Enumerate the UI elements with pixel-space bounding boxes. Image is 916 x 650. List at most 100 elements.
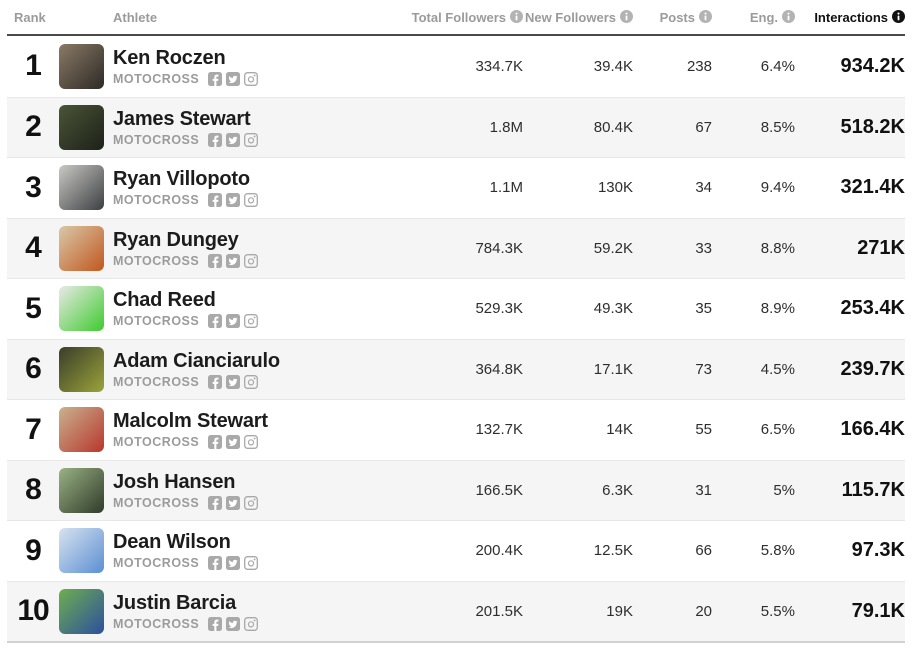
athlete-name[interactable]: Adam Cianciarulo	[113, 349, 280, 372]
athlete-subline: MOTOCROSS	[113, 495, 259, 510]
interactions-value: 166.4K	[840, 418, 906, 441]
athlete-cell: Ken Roczen MOTOCROSS	[59, 43, 403, 89]
facebook-icon[interactable]	[208, 71, 223, 86]
athlete-name[interactable]: Josh Hansen	[113, 470, 236, 493]
eng-value: 5.5%	[760, 602, 795, 620]
table-row[interactable]: 10 Justin Barcia MOTOCROSS 201.5K 19K 20…	[7, 580, 905, 641]
table-row[interactable]: 7 Malcolm Stewart MOTOCROSS 132.7K 14K 5…	[7, 399, 905, 460]
social-links	[208, 253, 259, 268]
instagram-icon[interactable]	[244, 132, 259, 147]
column-header-athlete[interactable]: Athlete	[59, 9, 403, 25]
total-followers-value: 529.3K	[475, 300, 523, 318]
facebook-icon[interactable]	[208, 435, 223, 450]
facebook-icon[interactable]	[208, 556, 223, 571]
twitter-icon[interactable]	[226, 193, 241, 208]
sport-label: MOTOCROSS	[113, 556, 200, 571]
twitter-icon[interactable]	[226, 556, 241, 571]
info-icon[interactable]	[892, 9, 905, 23]
eng-value: 6.5%	[760, 421, 795, 439]
instagram-icon[interactable]	[244, 193, 259, 208]
table-row[interactable]: 1 Ken Roczen MOTOCROSS 334.7K 39.4K 238 …	[7, 36, 905, 97]
info-icon[interactable]	[620, 9, 633, 23]
facebook-icon[interactable]	[208, 616, 223, 631]
instagram-icon[interactable]	[244, 253, 259, 268]
rank-value: 1	[25, 49, 42, 83]
sport-label: MOTOCROSS	[113, 495, 200, 510]
athlete-avatar[interactable]	[59, 104, 104, 150]
facebook-icon[interactable]	[208, 495, 223, 510]
info-icon[interactable]	[510, 9, 523, 23]
twitter-icon[interactable]	[226, 374, 241, 389]
athlete-name[interactable]: Malcolm Stewart	[113, 410, 268, 433]
interactions-value: 934.2K	[840, 54, 906, 77]
instagram-icon[interactable]	[244, 374, 259, 389]
athlete-avatar[interactable]	[59, 588, 104, 634]
column-header-eng[interactable]: Eng.	[712, 9, 795, 25]
twitter-icon[interactable]	[226, 435, 241, 450]
instagram-icon[interactable]	[244, 435, 259, 450]
athlete-name[interactable]: Chad Reed	[113, 289, 216, 312]
athlete-avatar[interactable]	[59, 286, 104, 332]
posts-value: 31	[695, 481, 712, 499]
total-followers-value: 166.5K	[475, 481, 523, 499]
twitter-icon[interactable]	[226, 495, 241, 510]
twitter-icon[interactable]	[226, 253, 241, 268]
facebook-icon[interactable]	[208, 314, 223, 329]
facebook-icon[interactable]	[208, 193, 223, 208]
athlete-cell: Ryan Villopoto MOTOCROSS	[59, 165, 403, 211]
athlete-name[interactable]: Justin Barcia	[113, 591, 237, 614]
athlete-info: Ken Roczen MOTOCROSS	[113, 46, 259, 86]
table-row[interactable]: 9 Dean Wilson MOTOCROSS 200.4K 12.5K 66 …	[7, 520, 905, 581]
column-header-posts[interactable]: Posts	[633, 9, 712, 25]
athlete-subline: MOTOCROSS	[113, 71, 259, 86]
athlete-avatar[interactable]	[59, 528, 104, 574]
table-row[interactable]: 6 Adam Cianciarulo MOTOCROSS 364.8K 17.1…	[7, 338, 905, 399]
column-header-rank[interactable]: Rank	[7, 9, 59, 25]
info-icon[interactable]	[782, 9, 795, 23]
athlete-avatar[interactable]	[59, 43, 104, 89]
athlete-cell: Dean Wilson MOTOCROSS	[59, 528, 403, 574]
rank-value: 5	[25, 291, 42, 325]
facebook-icon[interactable]	[208, 132, 223, 147]
athlete-name[interactable]: James Stewart	[113, 107, 251, 130]
athlete-avatar[interactable]	[59, 346, 104, 392]
facebook-icon[interactable]	[208, 253, 223, 268]
instagram-icon[interactable]	[244, 71, 259, 86]
instagram-icon[interactable]	[244, 616, 259, 631]
athlete-name[interactable]: Ryan Villopoto	[113, 168, 250, 191]
athlete-name[interactable]: Ken Roczen	[113, 46, 226, 69]
twitter-icon[interactable]	[226, 616, 241, 631]
posts-value: 238	[686, 57, 712, 75]
total-followers-value: 132.7K	[475, 421, 523, 439]
column-header-new-followers[interactable]: New Followers	[523, 9, 633, 25]
athlete-avatar[interactable]	[59, 225, 104, 271]
sport-label: MOTOCROSS	[113, 253, 200, 268]
rank-value: 6	[25, 352, 42, 386]
info-icon[interactable]	[699, 9, 712, 23]
twitter-icon[interactable]	[226, 132, 241, 147]
instagram-icon[interactable]	[244, 556, 259, 571]
facebook-icon[interactable]	[208, 374, 223, 389]
social-links	[208, 193, 259, 208]
table-row[interactable]: 5 Chad Reed MOTOCROSS 529.3K 49.3K 35 8.…	[7, 278, 905, 339]
table-row[interactable]: 2 James Stewart MOTOCROSS 1.8M 80.4K 67 …	[7, 96, 905, 157]
column-header-total-followers[interactable]: Total Followers	[403, 9, 523, 25]
athlete-name[interactable]: Ryan Dungey	[113, 228, 239, 251]
athlete-avatar[interactable]	[59, 467, 104, 513]
table-row[interactable]: 4 Ryan Dungey MOTOCROSS 784.3K 59.2K 33 …	[7, 217, 905, 278]
column-header-interactions[interactable]: Interactions	[795, 9, 905, 25]
instagram-icon[interactable]	[244, 495, 259, 510]
twitter-icon[interactable]	[226, 71, 241, 86]
total-followers-value: 1.1M	[489, 179, 523, 197]
athlete-cell: Chad Reed MOTOCROSS	[59, 286, 403, 332]
rank-value: 4	[25, 231, 42, 265]
athlete-info: James Stewart MOTOCROSS	[113, 107, 259, 147]
rank-value: 7	[25, 412, 42, 446]
table-row[interactable]: 3 Ryan Villopoto MOTOCROSS 1.1M 130K 34 …	[7, 157, 905, 218]
twitter-icon[interactable]	[226, 314, 241, 329]
instagram-icon[interactable]	[244, 314, 259, 329]
athlete-name[interactable]: Dean Wilson	[113, 531, 231, 554]
athlete-avatar[interactable]	[59, 165, 104, 211]
athlete-avatar[interactable]	[59, 407, 104, 453]
table-row[interactable]: 8 Josh Hansen MOTOCROSS 166.5K 6.3K 31 5…	[7, 459, 905, 520]
